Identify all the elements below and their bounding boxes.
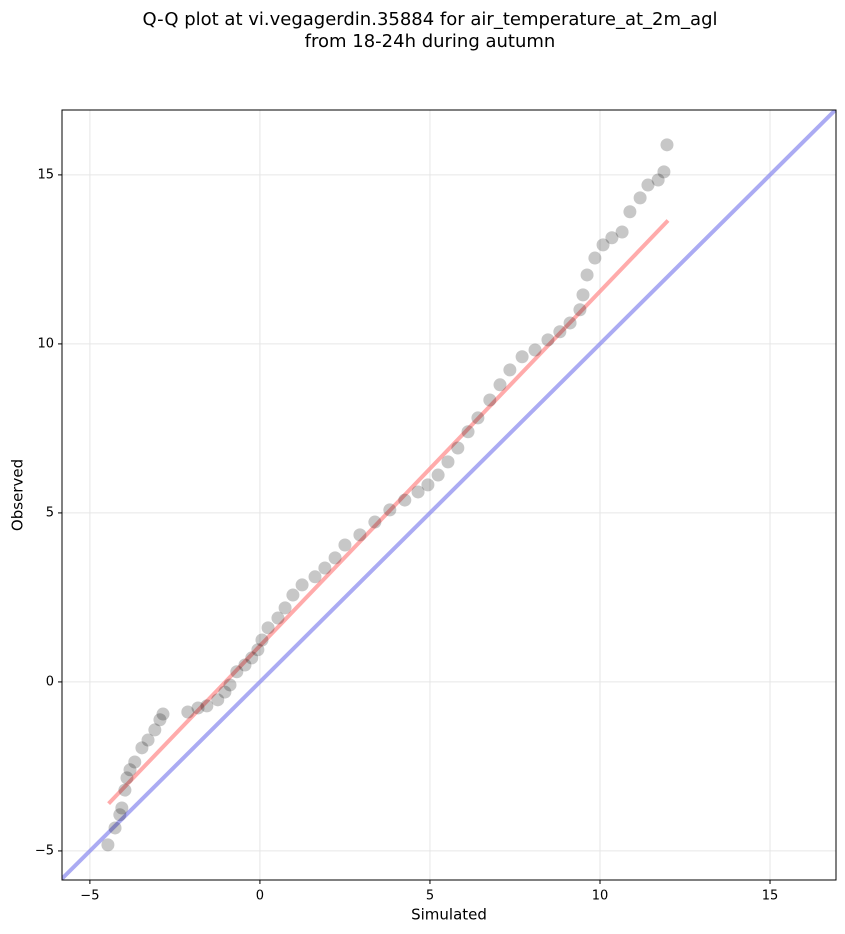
y-tick-label: 10 xyxy=(37,336,54,351)
x-tick-label: 5 xyxy=(426,889,434,904)
reference-line xyxy=(107,219,670,805)
point xyxy=(431,468,445,482)
point xyxy=(398,493,412,507)
point xyxy=(421,478,435,492)
point xyxy=(200,699,214,713)
point xyxy=(641,178,655,192)
point xyxy=(123,763,137,777)
ticks: −5 0 5 10 15 −5 0 5 10 15 xyxy=(35,167,778,903)
point xyxy=(483,393,497,407)
point xyxy=(493,378,507,392)
point xyxy=(563,316,577,330)
point xyxy=(368,515,382,529)
point xyxy=(657,165,671,179)
point xyxy=(515,350,529,364)
point xyxy=(238,658,252,672)
x-tick-label: 10 xyxy=(592,889,609,904)
point xyxy=(573,303,587,317)
point xyxy=(503,363,517,377)
y-tick-label: −5 xyxy=(35,843,54,858)
point xyxy=(651,173,665,187)
point xyxy=(141,733,155,747)
point xyxy=(605,231,619,245)
point xyxy=(596,238,610,252)
point xyxy=(451,441,465,455)
point xyxy=(338,538,352,552)
point xyxy=(156,707,170,721)
point xyxy=(411,485,425,499)
point xyxy=(261,621,275,635)
point xyxy=(108,821,122,835)
y-axis-label: Observed xyxy=(9,459,27,531)
point xyxy=(245,651,259,665)
point xyxy=(553,325,567,339)
point xyxy=(541,333,555,347)
x-tick-label: −5 xyxy=(80,889,99,904)
point xyxy=(255,633,269,647)
x-tick-label: 0 xyxy=(256,889,264,904)
y-tick-label: 0 xyxy=(46,674,54,689)
point xyxy=(153,713,167,727)
chart-title: Q-Q plot at vi.vegagerdin.35884 for air_… xyxy=(143,9,718,30)
point xyxy=(576,288,590,302)
point xyxy=(660,138,674,152)
grid xyxy=(62,110,836,880)
point xyxy=(191,701,205,715)
point xyxy=(148,723,162,737)
point xyxy=(128,755,142,769)
point xyxy=(251,643,265,657)
point xyxy=(223,678,237,692)
point xyxy=(278,601,292,615)
point xyxy=(328,551,342,565)
point xyxy=(528,343,542,357)
point xyxy=(588,251,602,265)
point xyxy=(295,578,309,592)
point xyxy=(580,268,594,282)
y-tick-label: 5 xyxy=(46,505,54,520)
point xyxy=(633,191,647,205)
point xyxy=(118,783,132,797)
point xyxy=(211,693,225,707)
reference-line xyxy=(62,110,836,880)
point xyxy=(113,808,127,822)
point xyxy=(471,411,485,425)
point xyxy=(615,225,629,239)
point xyxy=(218,685,232,699)
point xyxy=(623,205,637,219)
x-tick-label: 15 xyxy=(762,889,779,904)
point xyxy=(461,425,475,439)
point xyxy=(383,503,397,517)
chart-title: from 18-24h during autumn xyxy=(305,31,556,52)
point xyxy=(181,705,195,719)
axes-frame xyxy=(61,109,837,881)
point xyxy=(120,771,134,785)
point xyxy=(286,588,300,602)
point xyxy=(441,455,455,469)
point xyxy=(318,561,332,575)
y-tick-label: 15 xyxy=(37,167,54,182)
plot-area xyxy=(62,110,836,880)
point xyxy=(101,838,115,852)
point xyxy=(230,665,244,679)
point xyxy=(353,528,367,542)
point xyxy=(115,801,129,815)
x-axis-label: Simulated xyxy=(411,906,487,924)
point xyxy=(135,741,149,755)
point xyxy=(271,611,285,625)
point xyxy=(308,570,322,584)
